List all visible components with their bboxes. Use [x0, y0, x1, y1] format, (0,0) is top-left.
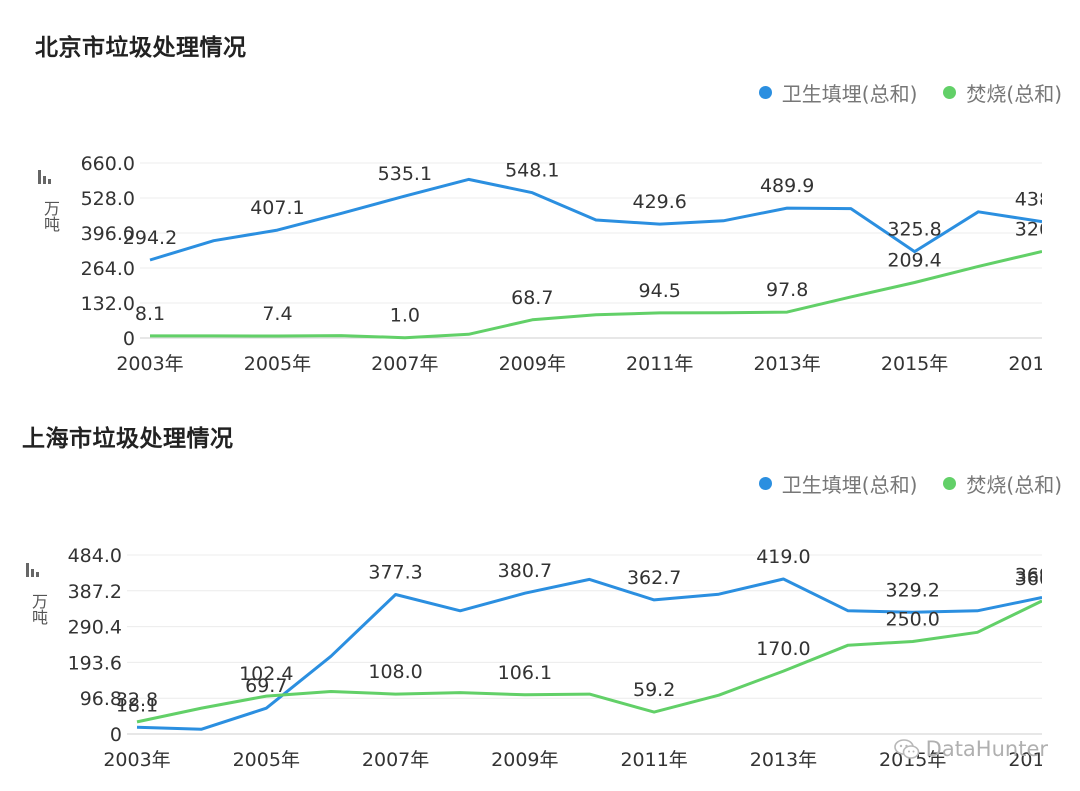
- data-label: 94.5: [639, 280, 681, 302]
- legend-item-incineration[interactable]: 焚烧(总和): [943, 469, 1062, 498]
- x-tick-label: 2015年: [881, 353, 948, 375]
- x-tick-label: 2013年: [750, 749, 817, 771]
- y-tick-label: 0: [123, 328, 135, 350]
- y-tick-label: 484.0: [68, 545, 122, 567]
- data-label: 294.2: [123, 227, 177, 249]
- data-label: 535.1: [378, 163, 432, 185]
- data-label: 59.2: [633, 679, 675, 701]
- watermark-text: DataHunter: [925, 737, 1048, 761]
- series-line-0: [136, 577, 1042, 731]
- x-tick-label: 2011年: [620, 749, 687, 771]
- y-tick-label: 396.0: [81, 223, 135, 245]
- data-label: 362.7: [627, 567, 681, 589]
- legend-dot-icon: [758, 477, 772, 490]
- watermark: DataHunter: [893, 737, 1048, 761]
- legend-label: 焚烧(总和): [966, 473, 1062, 497]
- data-label: 377.3: [368, 561, 422, 583]
- data-label: 32.8: [116, 689, 158, 711]
- x-tick-label: 2013年: [753, 353, 820, 375]
- x-tick-label: 2017年: [1008, 749, 1075, 771]
- data-label: 106.1: [498, 662, 552, 684]
- chart-title: 北京市垃圾处理情况: [35, 35, 247, 61]
- chart-panel-shanghai: 上海市垃圾处理情况 卫生填埋(总和) 焚烧(总和) 万吨 2003年 2005年 2…: [0, 395, 1080, 791]
- data-label: 369.0: [1015, 565, 1069, 587]
- chart-legend[interactable]: 卫生填埋(总和) 焚烧(总和): [758, 469, 1062, 498]
- x-tick-label: 2009年: [491, 749, 558, 771]
- y-tick-label: 660.0: [81, 153, 135, 175]
- data-label: 326.4: [1015, 218, 1069, 240]
- y-tick-label: 528.0: [81, 188, 135, 210]
- data-label: 407.1: [250, 197, 304, 219]
- y-tick-label: 96.8: [80, 688, 122, 710]
- legend-label: 卫生填埋(总和): [781, 473, 918, 497]
- legend-dot-icon: [943, 86, 957, 99]
- legend-item-landfill[interactable]: 卫生填埋(总和): [758, 78, 918, 107]
- legend-dot-icon: [758, 86, 772, 99]
- x-tick-label: 2009年: [499, 353, 566, 375]
- y-axis-unit: 万吨: [41, 200, 60, 232]
- legend-label: 卫生填埋(总和): [781, 82, 918, 106]
- x-tick-label: 2003年: [103, 749, 170, 771]
- data-label: 108.0: [368, 661, 422, 683]
- y-tick-label: 193.6: [68, 652, 122, 674]
- data-label: 419.0: [756, 546, 810, 568]
- line-chart-shanghai: 2003年 2005年 2007年 2009年 2011年 2013年 2015年 2017年…: [68, 545, 1075, 771]
- wechat-icon: [893, 739, 919, 759]
- data-label: 97.8: [766, 279, 808, 301]
- series-line-0: [149, 177, 1042, 262]
- data-label: 102.4: [239, 663, 293, 685]
- data-label: 548.1: [505, 160, 559, 182]
- data-label: 68.7: [511, 287, 553, 309]
- y-tick-label: 0: [110, 724, 122, 746]
- x-tick-label: 2015年: [879, 749, 946, 771]
- x-tick-label: 2007年: [362, 749, 429, 771]
- line-chart-beijing: 2003年 2005年 2007年 2009年 2011年 2013年 2015年 2017年…: [81, 153, 1075, 375]
- legend-item-incineration[interactable]: 焚烧(总和): [943, 78, 1062, 107]
- series-line-1: [136, 599, 1042, 724]
- chart-title: 上海市垃圾处理情况: [22, 426, 234, 452]
- data-label: 1.0: [390, 305, 420, 327]
- data-label: 69.7: [245, 675, 287, 697]
- chart-panel-beijing: 北京市垃圾处理情况 卫生填埋(总和) 焚烧(总和) 万吨 2003年 2005年 2…: [0, 0, 1080, 395]
- x-tick-label: 2007年: [371, 353, 438, 375]
- y-tick-label: 387.2: [68, 581, 122, 603]
- data-label: 7.4: [262, 303, 292, 325]
- legend-dot-icon: [943, 477, 957, 490]
- data-label: 329.2: [886, 579, 940, 601]
- data-label: 429.6: [633, 191, 687, 213]
- y-tick-label: 132.0: [81, 293, 135, 315]
- legend-label: 焚烧(总和): [966, 82, 1062, 106]
- data-label: 8.1: [135, 303, 165, 325]
- y-tick-label: 290.4: [68, 617, 122, 639]
- x-tick-label: 2005年: [233, 749, 300, 771]
- x-tick-label: 2011年: [626, 353, 693, 375]
- series-line-1: [150, 250, 1042, 340]
- data-label: 438.5: [1015, 189, 1069, 211]
- axis-bars-icon: [26, 563, 42, 577]
- legend-item-landfill[interactable]: 卫生填埋(总和): [758, 469, 918, 498]
- y-tick-label: 264.0: [81, 258, 135, 280]
- data-label: 360.0: [1015, 568, 1069, 590]
- axis-bars-icon: [38, 170, 54, 184]
- data-label: 170.0: [756, 638, 810, 660]
- data-label: 209.4: [887, 249, 941, 271]
- data-label: 250.0: [886, 609, 940, 631]
- x-tick-label: 2017年: [1008, 353, 1075, 375]
- chart-legend[interactable]: 卫生填埋(总和) 焚烧(总和): [758, 78, 1062, 107]
- x-tick-label: 2005年: [244, 353, 311, 375]
- data-label: 18.1: [116, 694, 158, 716]
- data-label: 489.9: [760, 175, 814, 197]
- x-tick-label: 2003年: [116, 353, 183, 375]
- data-label: 380.7: [498, 560, 552, 582]
- data-label: 325.8: [887, 219, 941, 241]
- y-axis-unit: 万吨: [29, 593, 48, 625]
